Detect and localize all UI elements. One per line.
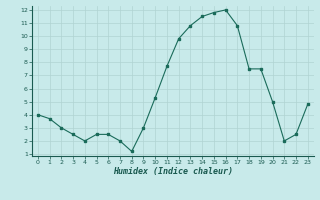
X-axis label: Humidex (Indice chaleur): Humidex (Indice chaleur) bbox=[113, 167, 233, 176]
